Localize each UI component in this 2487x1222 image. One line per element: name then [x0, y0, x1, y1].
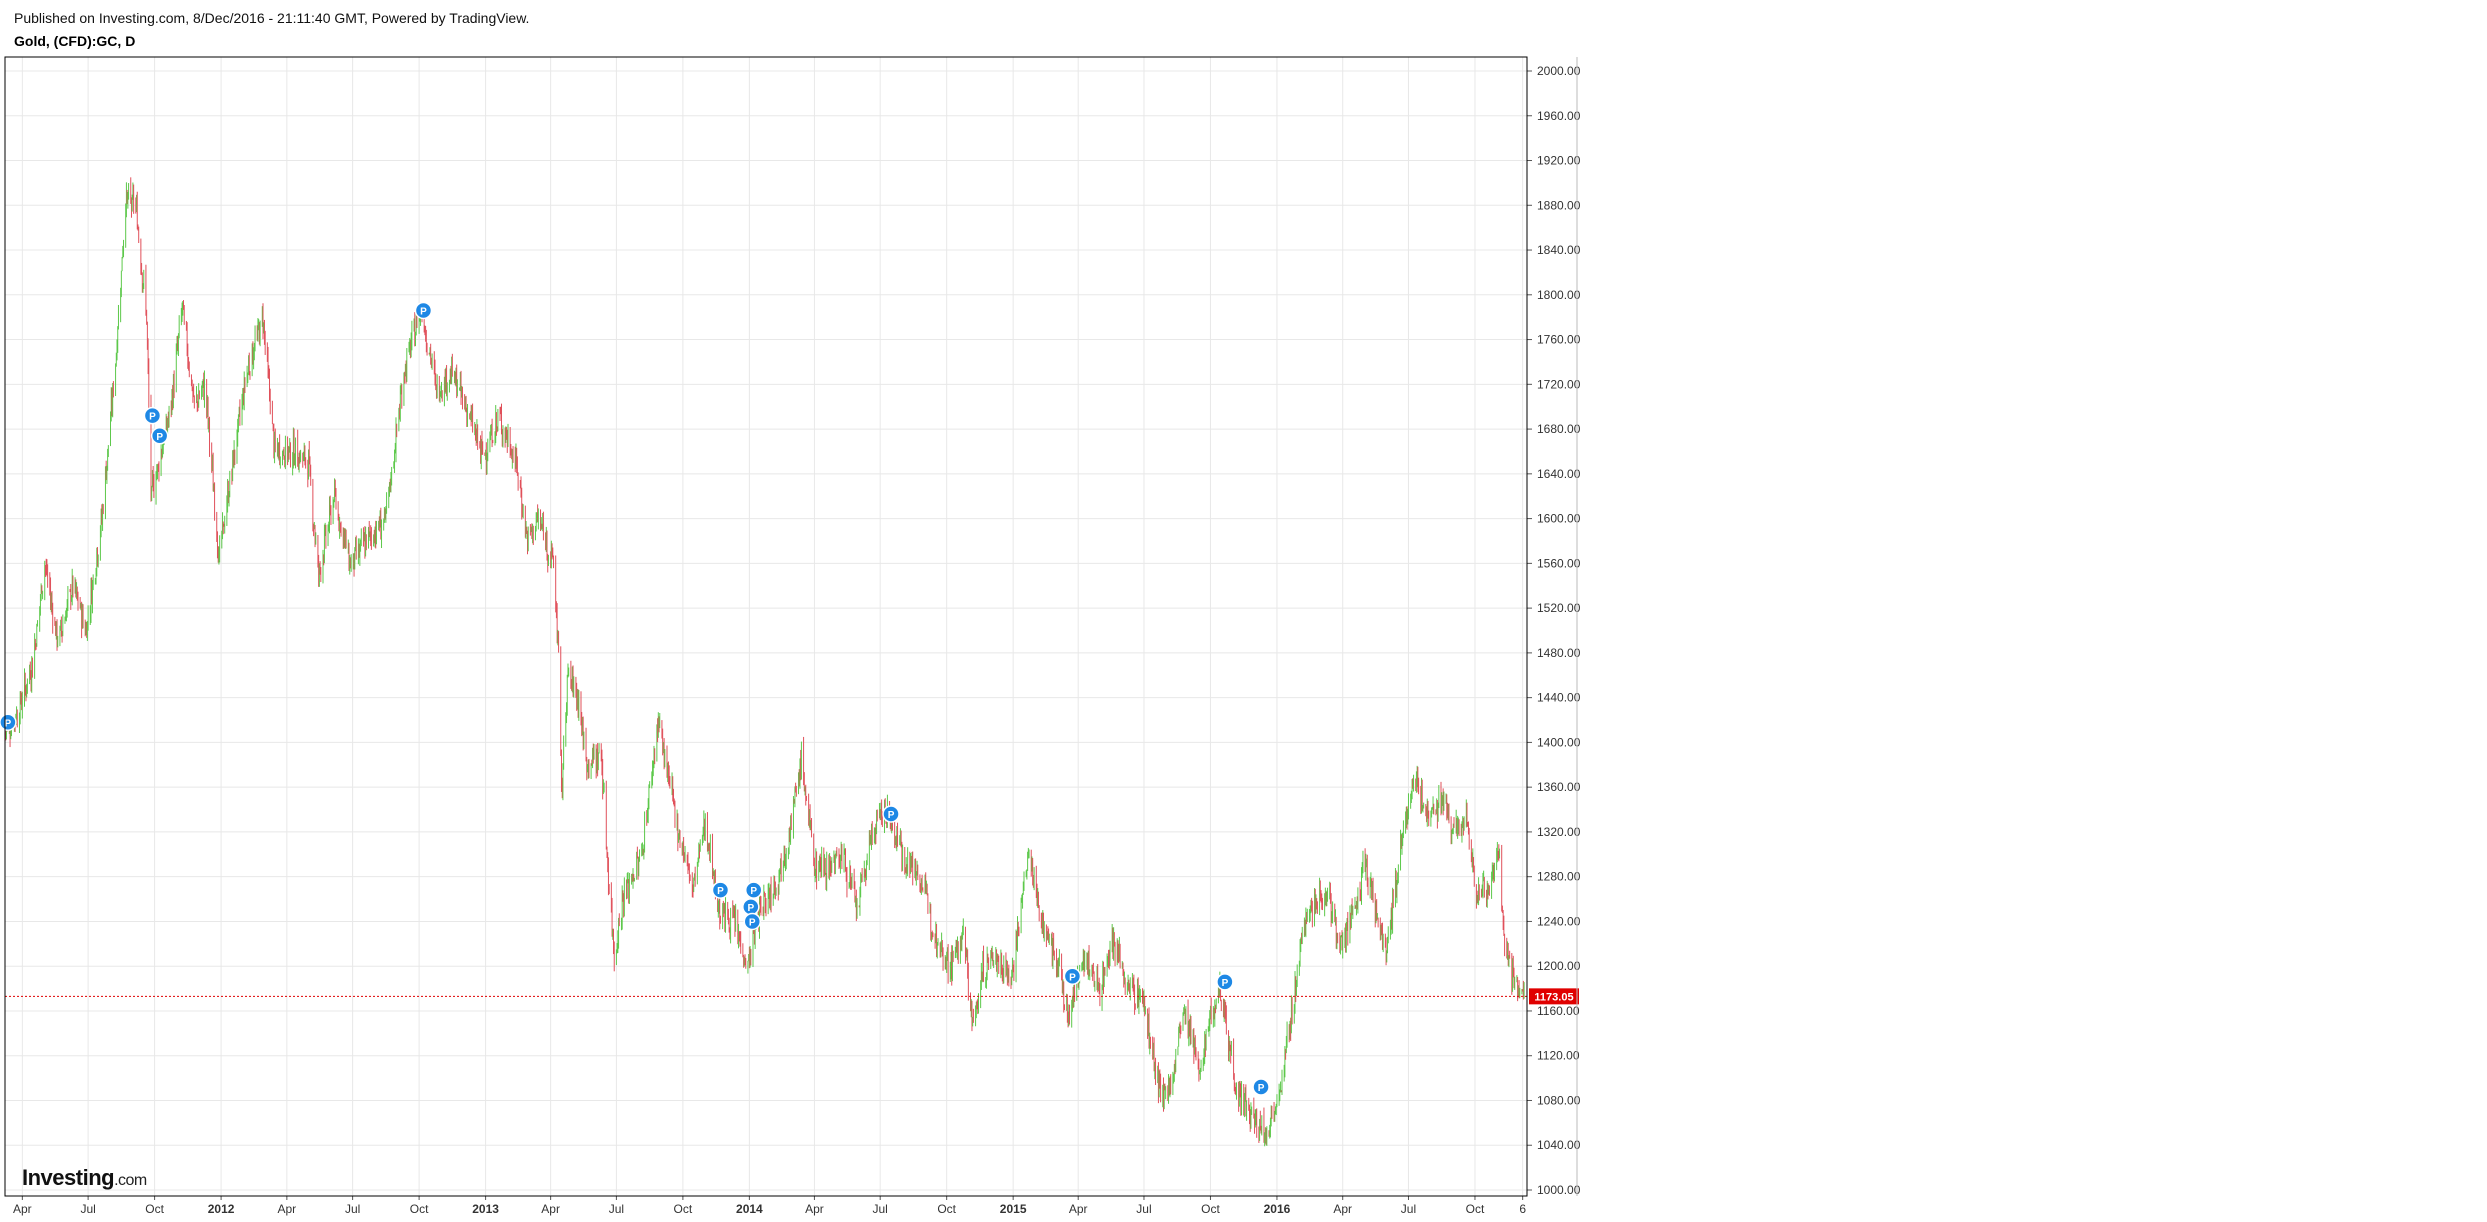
plot-frame [4, 56, 1528, 1197]
y-tick-label: 2000.00 [1537, 64, 1581, 78]
y-tick-label: 1960.00 [1537, 109, 1581, 123]
y-tick-label: 1920.00 [1537, 154, 1581, 168]
y-tick-label: 1480.00 [1537, 646, 1581, 660]
event-marker-label: P [747, 903, 754, 914]
event-marker[interactable]: P [1252, 1078, 1270, 1096]
event-marker[interactable]: P [711, 881, 730, 899]
x-tick-label: 2013 [472, 1202, 499, 1216]
event-marker-label: P [1258, 1083, 1265, 1094]
x-tick-label: 2012 [208, 1202, 235, 1216]
event-marker-label: P [750, 886, 757, 897]
candle-layer [4, 177, 1525, 1147]
y-tick-label: 1880.00 [1537, 198, 1581, 212]
x-tick-label: Oct [937, 1202, 956, 1216]
event-marker-circle [1252, 1078, 1270, 1096]
x-tick-label: Jul [1401, 1202, 1416, 1216]
axis-layer: 1000.00 1040.00 1080.00 1120.00 1160.00 1200.… [4, 56, 1581, 1216]
y-tick-label: 1400.00 [1537, 735, 1581, 749]
event-marker-circle [150, 427, 169, 445]
grid-layer [5, 57, 1527, 1196]
y-tick-label: 1720.00 [1537, 377, 1581, 391]
event-marker[interactable]: P [414, 301, 433, 320]
event-marker[interactable]: P [743, 912, 762, 931]
x-tick-label: Oct [145, 1202, 164, 1216]
published-note: Published on Investing.com, 8/Dec/2016 -… [14, 10, 530, 26]
event-marker[interactable]: P [744, 881, 763, 899]
y-tick-label: 1640.00 [1537, 467, 1581, 481]
y-tick-label: 1680.00 [1537, 422, 1581, 436]
event-marker-circle [711, 881, 730, 899]
event-marker-label: P [156, 432, 163, 443]
event-marker[interactable]: P [882, 805, 900, 823]
y-tick-label: 1120.00 [1537, 1049, 1580, 1063]
event-marker[interactable]: P [1216, 973, 1234, 991]
event-marker-label: P [149, 412, 156, 423]
y-tick-label: 1160.00 [1537, 1004, 1580, 1018]
event-marker-label: P [888, 810, 895, 821]
event-marker[interactable]: P [742, 898, 760, 916]
event-marker-circle [414, 301, 433, 320]
event-marker-circle [744, 881, 763, 899]
event-marker-label: P [5, 718, 12, 729]
event-marker-label: P [717, 886, 724, 897]
x-tick-label: Jul [1136, 1202, 1151, 1216]
event-marker-label: P [1222, 978, 1229, 989]
x-tick-label: Oct [674, 1202, 693, 1216]
y-tick-label: 1800.00 [1537, 288, 1581, 302]
x-tick-label: Apr [541, 1202, 560, 1216]
x-tick-label: Apr [1069, 1202, 1088, 1216]
y-tick-label: 1240.00 [1537, 914, 1581, 928]
event-marker[interactable]: P [0, 713, 17, 732]
y-tick-label: 1320.00 [1537, 825, 1581, 839]
event-marker-circle [1063, 967, 1082, 986]
y-tick-label: 1560.00 [1537, 556, 1581, 570]
x-tick-label: 6 [1519, 1202, 1526, 1216]
y-tick-label: 1760.00 [1537, 333, 1581, 347]
logo-text: Investing [22, 1165, 115, 1190]
x-tick-label: Jul [80, 1202, 95, 1216]
y-tick-label: 1840.00 [1537, 243, 1581, 257]
x-tick-label: Oct [1466, 1202, 1485, 1216]
y-tick-label: 1080.00 [1537, 1093, 1581, 1107]
event-marker-circle [143, 406, 162, 425]
y-tick-label: 1600.00 [1537, 512, 1581, 526]
x-tick-label: Apr [13, 1202, 32, 1216]
event-marker-label: P [420, 306, 427, 317]
x-tick-label: 2016 [1264, 1202, 1291, 1216]
event-marker[interactable]: P [1063, 967, 1082, 986]
investing-logo: Investing.com [22, 1165, 147, 1191]
event-marker[interactable]: P [150, 427, 169, 445]
event-marker-circle [1216, 973, 1234, 991]
last-price-tag [1529, 988, 1579, 1005]
y-tick-label: 1440.00 [1537, 691, 1581, 705]
event-marker-circle [743, 912, 762, 931]
y-tick-label: 1520.00 [1537, 601, 1581, 615]
last-price-line-layer: 1173.05 [5, 988, 1579, 1005]
last-price-label: 1173.05 [1534, 991, 1573, 1003]
logo-suffix: .com [114, 1172, 147, 1189]
x-tick-label: 2014 [736, 1202, 763, 1216]
x-tick-label: Oct [410, 1202, 429, 1216]
x-tick-label: Jul [873, 1202, 888, 1216]
event-marker-circle [0, 713, 17, 732]
x-tick-label: Apr [278, 1202, 297, 1216]
x-tick-label: Apr [805, 1202, 824, 1216]
y-tick-label: 1280.00 [1537, 870, 1581, 884]
symbol-title: Gold, (CFD):GC, D [14, 33, 136, 49]
x-tick-label: Oct [1201, 1202, 1220, 1216]
x-tick-label: Jul [345, 1202, 360, 1216]
y-tick-label: 1200.00 [1537, 959, 1581, 973]
y-tick-label: 1000.00 [1537, 1183, 1581, 1197]
event-marker[interactable]: P [143, 406, 162, 425]
x-tick-label: Apr [1333, 1202, 1352, 1216]
event-marker-label: P [749, 917, 756, 928]
event-marker-label: P [1069, 972, 1076, 983]
y-tick-label: 1360.00 [1537, 780, 1581, 794]
event-marker-circle [882, 805, 900, 823]
x-tick-label: Jul [609, 1202, 624, 1216]
y-tick-label: 1040.00 [1537, 1138, 1581, 1152]
x-tick-label: 2015 [1000, 1202, 1027, 1216]
